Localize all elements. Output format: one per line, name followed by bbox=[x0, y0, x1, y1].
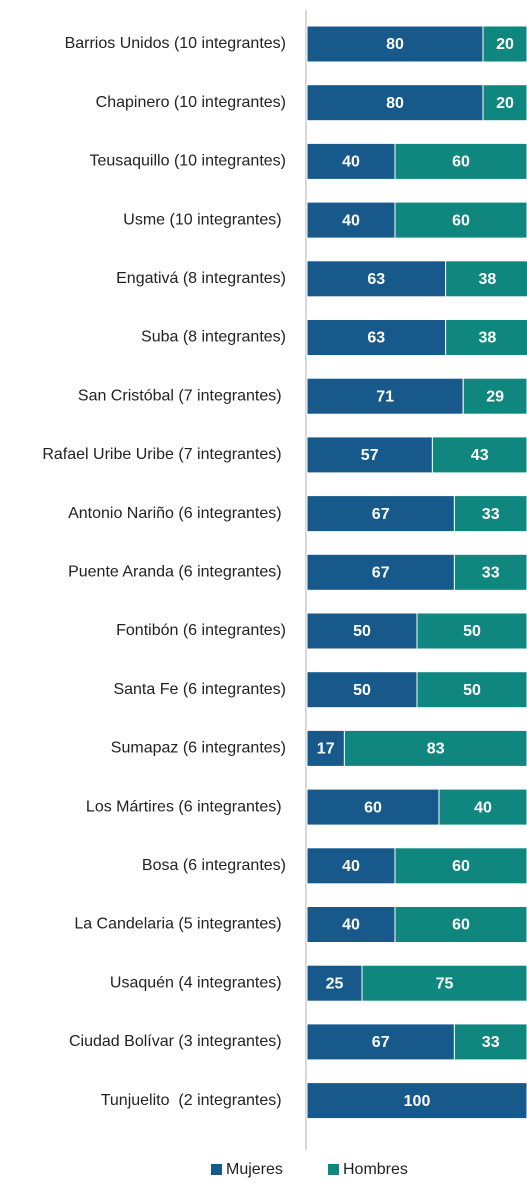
bar-segment bbox=[445, 319, 527, 356]
bar-segment bbox=[343, 729, 527, 767]
bar-segment bbox=[453, 1023, 527, 1061]
bar-segment bbox=[394, 906, 527, 943]
value-label: 60 bbox=[452, 917, 470, 934]
value-label: 20 bbox=[496, 95, 514, 112]
value-label: 50 bbox=[353, 682, 371, 699]
bar-segment bbox=[438, 788, 527, 826]
value-label: 80 bbox=[386, 95, 404, 112]
category-label: Antonio Nariño (6 integrantes) bbox=[68, 505, 286, 522]
category-label: Usme (10 integrantes) bbox=[123, 211, 286, 228]
value-label: 57 bbox=[361, 447, 379, 464]
category-label: Sumapaz (6 integrantes) bbox=[111, 740, 286, 757]
value-label: 38 bbox=[479, 271, 497, 288]
value-label: 67 bbox=[372, 506, 390, 523]
value-label: 29 bbox=[486, 388, 504, 405]
bar-segment bbox=[453, 553, 527, 591]
category-label: Engativá (8 integrantes) bbox=[116, 270, 286, 287]
legend-label: Hombres bbox=[343, 1161, 408, 1178]
bar-segment bbox=[306, 84, 484, 122]
category-label: Teusaquillo (10 integrantes) bbox=[89, 153, 286, 170]
category-label: Bosa (6 integrantes) bbox=[142, 857, 286, 874]
bar-segment bbox=[306, 142, 396, 180]
value-label: 100 bbox=[404, 1093, 431, 1110]
bar-segment bbox=[306, 201, 396, 239]
bar-segment bbox=[306, 788, 440, 826]
category-label: Rafael Uribe Uribe (7 integrantes) bbox=[42, 446, 286, 463]
value-label: 40 bbox=[342, 154, 360, 171]
bar-segment bbox=[445, 260, 527, 298]
bar-segment bbox=[431, 436, 527, 474]
bar-segment bbox=[416, 671, 527, 709]
value-label: 50 bbox=[463, 682, 481, 699]
value-label: 80 bbox=[386, 36, 404, 53]
value-label: 60 bbox=[364, 799, 382, 816]
bar-segment bbox=[482, 25, 527, 63]
value-label: 25 bbox=[326, 975, 344, 992]
value-label: 75 bbox=[436, 975, 454, 992]
bar-segment bbox=[306, 377, 464, 415]
value-label: 60 bbox=[452, 154, 470, 171]
bar-segment bbox=[306, 847, 396, 885]
bar-segment bbox=[306, 671, 418, 709]
value-label: 40 bbox=[342, 917, 360, 934]
category-label: Tunjuelito (2 integrantes) bbox=[101, 1092, 286, 1109]
category-label: San Cristóbal (7 integrantes) bbox=[78, 387, 286, 404]
bar-segment bbox=[453, 495, 527, 533]
value-label: 17 bbox=[317, 741, 335, 758]
bar-segment bbox=[306, 964, 363, 1002]
value-label: 60 bbox=[452, 212, 470, 229]
legend-label: Mujeres bbox=[226, 1161, 283, 1178]
category-label: Fontibón (6 integrantes) bbox=[116, 622, 286, 639]
bar-segment bbox=[306, 436, 433, 474]
category-label: Puente Aranda (6 integrantes) bbox=[68, 564, 286, 581]
value-label: 40 bbox=[474, 799, 492, 816]
value-label: 33 bbox=[482, 565, 500, 582]
bar-segment bbox=[462, 377, 527, 415]
category-label: Los Mártires (6 integrantes) bbox=[86, 798, 286, 815]
value-label: 67 bbox=[372, 1034, 390, 1051]
bar-segment bbox=[306, 553, 455, 591]
value-label: 40 bbox=[342, 212, 360, 229]
value-label: 33 bbox=[482, 506, 500, 523]
value-label: 43 bbox=[471, 447, 489, 464]
value-label: 63 bbox=[367, 271, 385, 288]
value-label: 83 bbox=[427, 741, 445, 758]
value-label: 38 bbox=[479, 330, 497, 347]
value-label: 63 bbox=[367, 330, 385, 347]
value-label: 50 bbox=[463, 623, 481, 640]
bar-segment bbox=[394, 142, 527, 180]
bar-segment bbox=[306, 906, 396, 943]
bar-segment bbox=[306, 495, 455, 533]
value-label: 67 bbox=[372, 565, 390, 582]
bar-segment bbox=[306, 729, 345, 767]
category-label: Ciudad Bolívar (3 integrantes) bbox=[69, 1033, 286, 1050]
category-label: Chapinero (10 integrantes) bbox=[96, 94, 286, 111]
value-label: 33 bbox=[482, 1034, 500, 1051]
category-label: La Candelaria (5 integrantes) bbox=[74, 916, 286, 933]
bar-segment bbox=[482, 84, 527, 122]
category-label: Usaquén (4 integrantes) bbox=[110, 974, 286, 991]
category-label: Suba (8 integrantes) bbox=[141, 329, 286, 346]
bar-segment bbox=[394, 847, 527, 885]
category-label: Santa Fe (6 integrantes) bbox=[113, 681, 286, 698]
legend-swatch bbox=[328, 1164, 339, 1175]
value-label: 50 bbox=[353, 623, 371, 640]
legend-swatch bbox=[211, 1164, 222, 1175]
value-label: 71 bbox=[376, 388, 394, 405]
bar-segment bbox=[361, 964, 527, 1002]
value-label: 40 bbox=[342, 858, 360, 875]
bar-segment bbox=[394, 201, 527, 239]
bar-segment bbox=[306, 319, 447, 356]
category-label: Barrios Unidos (10 integrantes) bbox=[65, 35, 286, 52]
bar-segment bbox=[416, 612, 527, 650]
bar-segment bbox=[306, 1082, 527, 1120]
value-label: 60 bbox=[452, 858, 470, 875]
value-label: 20 bbox=[496, 36, 514, 53]
